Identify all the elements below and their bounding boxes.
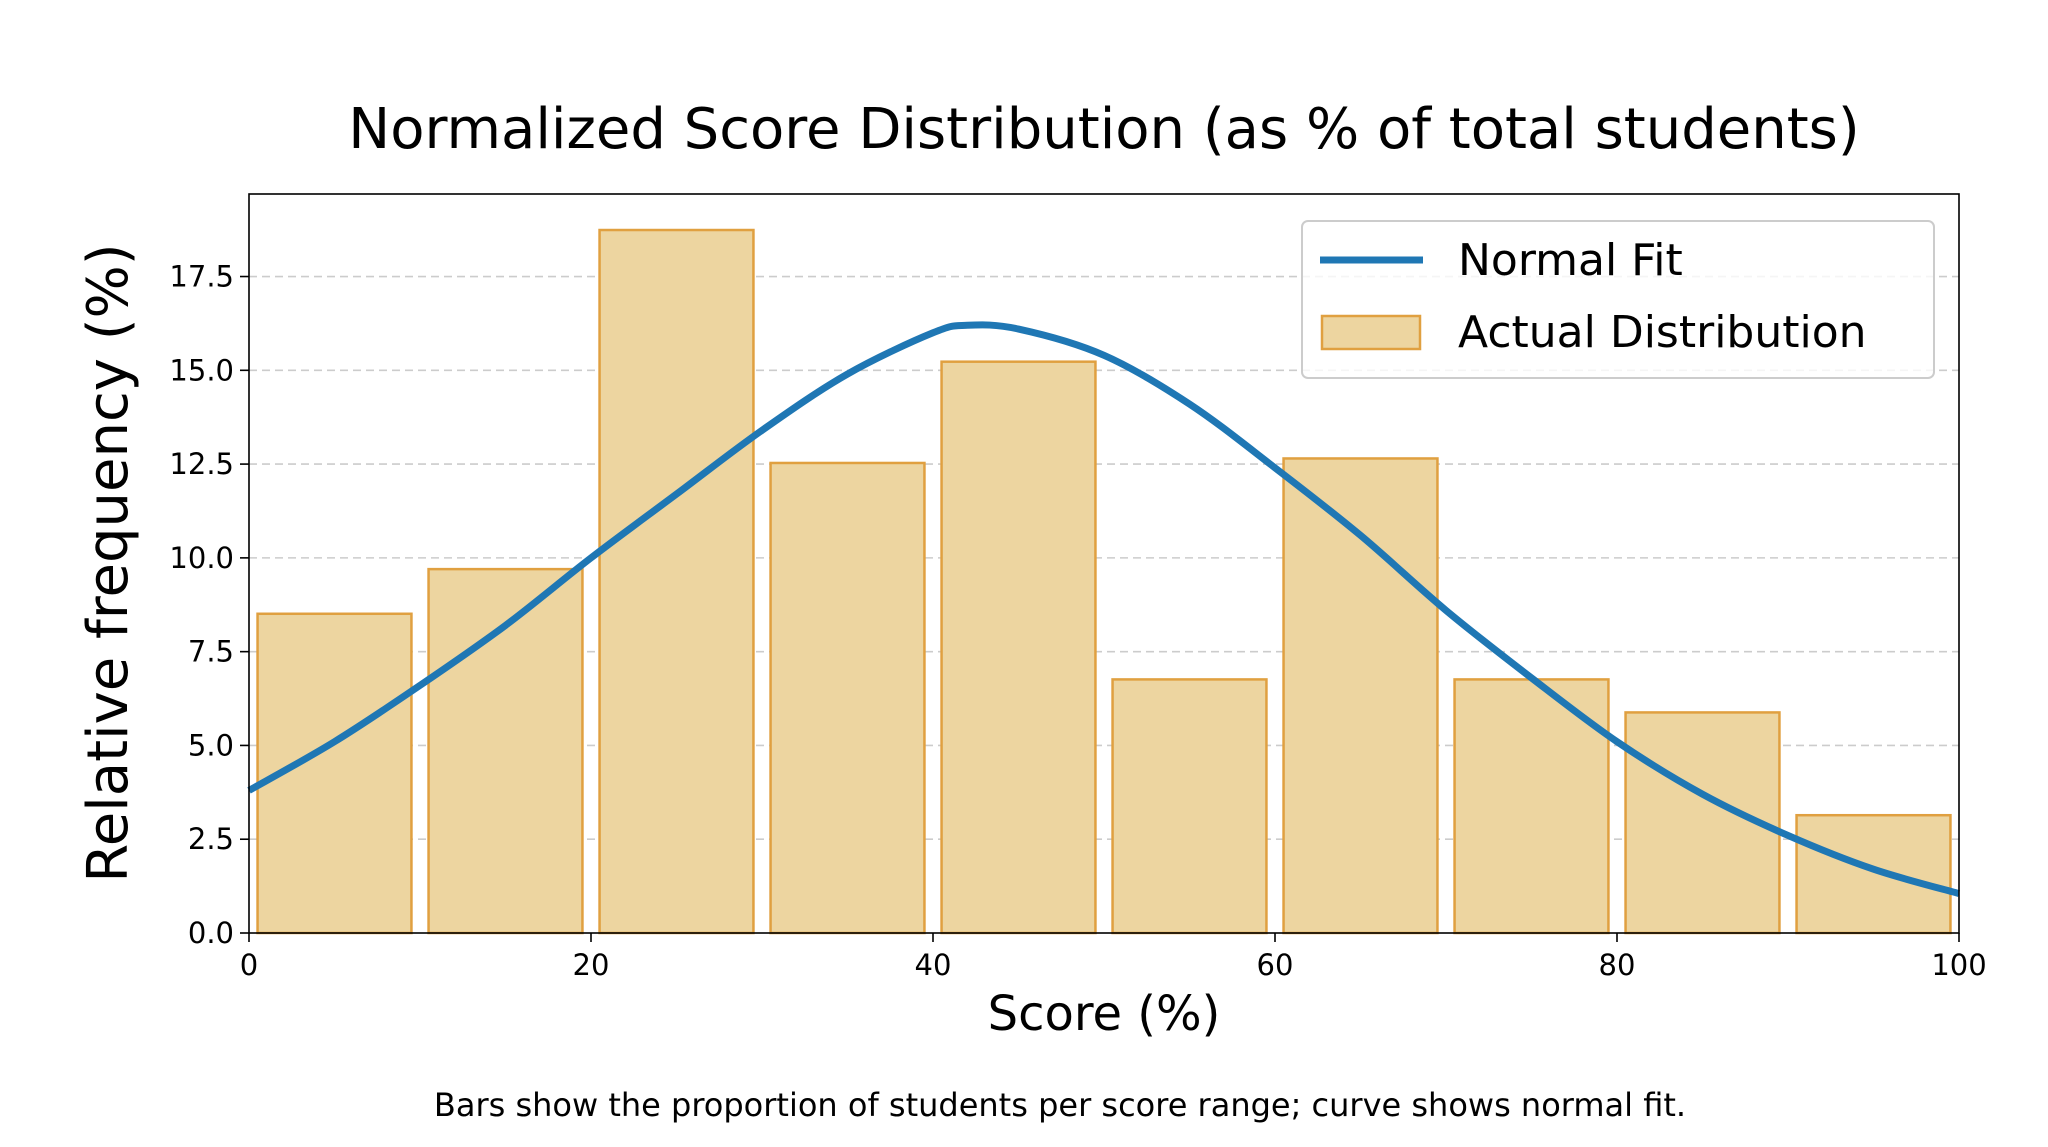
y-tick-label: 17.5 — [169, 260, 234, 294]
x-tick-label: 100 — [1931, 948, 1986, 982]
y-tick-label: 12.5 — [169, 447, 234, 481]
bar — [427, 567, 584, 935]
legend-label-normal-fit: Normal Fit — [1458, 235, 1683, 286]
caption: Bars show the proportion of students per… — [434, 1086, 1686, 1124]
normal-fit-line — [247, 321, 1960, 897]
x-axis-label: Score (%) — [988, 986, 1221, 1042]
bar — [769, 461, 926, 935]
bar — [940, 360, 1097, 935]
bars — [256, 228, 1952, 935]
y-tick-label: 7.5 — [188, 635, 234, 669]
chart-title: Normalized Score Distribution (as % of t… — [348, 97, 1859, 162]
plot-frame — [248, 193, 1960, 934]
legend-box — [1301, 220, 1935, 379]
y-tick-label: 0.0 — [188, 916, 234, 950]
x-tick-label: 60 — [1257, 948, 1294, 982]
legend-bar-swatch — [1320, 314, 1422, 351]
bar — [598, 228, 755, 935]
bar — [1282, 457, 1439, 935]
y-tick-label: 2.5 — [188, 822, 234, 856]
legend: Normal Fit Actual Distribution — [1301, 220, 1935, 379]
x-ticks: 0 20 40 60 80 100 — [240, 933, 1987, 982]
bar — [256, 612, 413, 935]
y-tick-label: 15.0 — [169, 353, 234, 387]
x-tick-label: 20 — [573, 948, 610, 982]
bar — [1111, 678, 1268, 935]
y-axis-label: Relative frequency (%) — [76, 243, 141, 882]
bar — [1795, 813, 1952, 935]
x-tick-label: 0 — [240, 948, 258, 982]
y-ticks: 0.0 2.5 5.0 7.5 10.0 12.5 15.0 17.5 — [169, 260, 249, 950]
x-tick-label: 40 — [915, 948, 952, 982]
y-tick-label: 10.0 — [169, 541, 234, 575]
legend-label-actual-distribution: Actual Distribution — [1458, 307, 1867, 358]
y-tick-label: 5.0 — [188, 728, 234, 762]
x-tick-label: 80 — [1599, 948, 1636, 982]
